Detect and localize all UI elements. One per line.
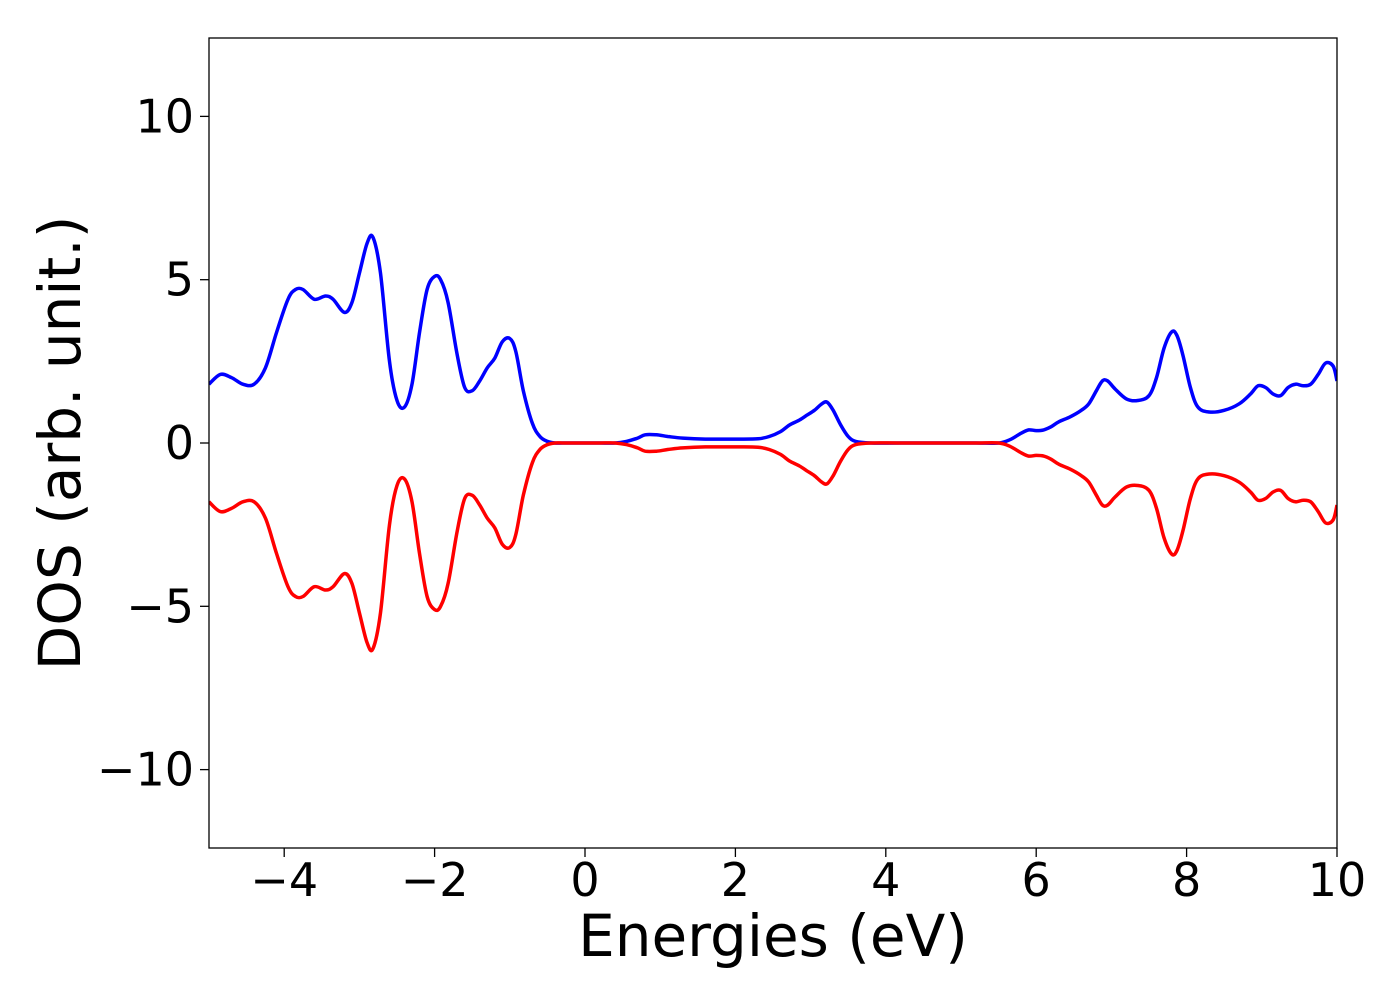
x-tick-label: 10	[1308, 853, 1367, 907]
y-tick-label: 0	[165, 416, 194, 470]
y-tick-label: 5	[165, 253, 194, 307]
series-line-0	[209, 233, 1337, 445]
y-axis-label: DOS (arb. unit.)	[26, 216, 94, 671]
y-tick-label: −5	[126, 579, 194, 633]
x-tick-label: 6	[1022, 853, 1051, 907]
x-tick-label: 4	[871, 853, 900, 907]
x-axis-label: Energies (eV)	[578, 902, 968, 970]
y-tick-label: −10	[97, 743, 194, 797]
x-tick-label: 8	[1172, 853, 1201, 907]
x-axis-ticks: −4 −2 0 2 4 6 8 10	[250, 848, 1366, 907]
x-tick-label: 2	[721, 853, 750, 907]
y-tick-label: 10	[135, 89, 194, 143]
series-line-1	[209, 441, 1337, 653]
x-tick-label: −4	[250, 853, 318, 907]
x-tick-label: 0	[570, 853, 599, 907]
y-axis-ticks: 10 5 0 −5 −10	[97, 89, 209, 797]
x-tick-label: −2	[401, 853, 469, 907]
series-layer	[209, 233, 1337, 653]
